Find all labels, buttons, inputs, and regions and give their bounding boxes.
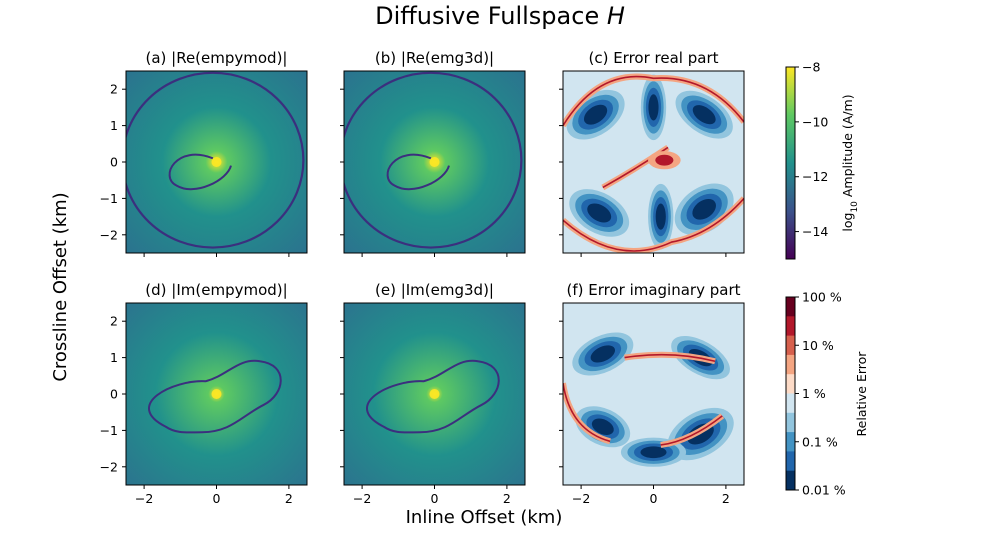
- error-blob-core: [655, 154, 674, 166]
- panel-grid: (a) |Re(empymod)| −2 −1 0 1 2 (b) |Re(emg3d)| (…: [100, 49, 745, 506]
- colorbar-tick-label: −14: [802, 224, 828, 239]
- outer-null-curve: [344, 71, 523, 249]
- colorbar-level: [786, 335, 795, 356]
- error-contour: [587, 203, 612, 223]
- colorbars: −8 −10 −12 −14 log10 Amplitude (A/m) 100 % 10 …: [785, 60, 869, 498]
- heatmap-image: [344, 71, 525, 253]
- x-tick-label: −2: [353, 491, 371, 506]
- y-tick-label: 2: [110, 314, 118, 329]
- panel-f: (f) Error imaginary part −2 0 2: [559, 281, 745, 506]
- error-ridge-core: [563, 382, 611, 443]
- y-tick-label: −2: [100, 459, 118, 474]
- panel-b: (b) |Re(emg3d)|: [340, 49, 526, 257]
- x-tick-label: −2: [572, 491, 590, 506]
- heatmap-image: [126, 303, 307, 485]
- error-ridge-core: [660, 415, 723, 446]
- null-curve: [366, 359, 500, 434]
- panel-title: (b) |Re(emg3d)|: [375, 49, 494, 67]
- colorbar-level: [786, 393, 795, 414]
- heatmap-image: [563, 303, 744, 485]
- source-peak: [211, 389, 222, 399]
- amplitude-colorbar: −8 −10 −12 −14 log10 Amplitude (A/m): [785, 60, 860, 260]
- colorbar-level: [786, 297, 795, 317]
- colorbar-tick-label: 10 %: [802, 338, 834, 353]
- error-contour: [655, 203, 666, 230]
- error-ridge-core: [563, 75, 744, 127]
- y-tick-label: −1: [100, 191, 118, 206]
- panel-e: (e) |Im(emg3d)| −2 0 2: [340, 281, 526, 506]
- heatmap-image: [563, 71, 744, 253]
- panel-title: (f) Error imaginary part: [566, 281, 740, 299]
- source-peak: [429, 157, 440, 167]
- x-axis-label: Inline Offset (km): [406, 507, 563, 528]
- x-tick-label: −2: [135, 491, 153, 506]
- y-axis-label: Crossline Offset (km): [50, 192, 71, 381]
- inner-null-curve: [168, 153, 232, 191]
- error-contour: [640, 446, 667, 459]
- error-contour: [591, 418, 614, 435]
- colorbar-level: [786, 451, 795, 472]
- panel-c: (c) Error real part: [559, 49, 745, 257]
- figure-title: Diffusive Fullspace H: [375, 2, 625, 30]
- error-ridge-core: [563, 197, 744, 252]
- heatmap-image: [126, 71, 307, 253]
- heatmap-image: [344, 303, 525, 485]
- source-peak: [211, 157, 222, 167]
- colorbar-level: [786, 354, 795, 375]
- x-tick-label: 0: [431, 491, 439, 506]
- error-contour: [590, 345, 616, 363]
- y-tick-label: −2: [100, 227, 118, 242]
- y-tick-label: 1: [110, 118, 118, 133]
- x-tick-label: 2: [285, 491, 293, 506]
- colorbar-label: log10 Amplitude (A/m): [840, 94, 860, 231]
- colorbar-tick-label: 0.1 %: [802, 434, 838, 449]
- panel-title: (d) |Im(empymod)|: [145, 281, 287, 299]
- error-contour: [692, 198, 716, 220]
- y-tick-label: 2: [110, 82, 118, 97]
- y-tick-label: 0: [110, 155, 118, 170]
- source-peak: [429, 389, 440, 399]
- y-tick-label: 0: [110, 387, 118, 402]
- colorbar-level: [786, 412, 795, 433]
- colorbar-level: [786, 432, 795, 452]
- colorbar-tick-label: −8: [802, 60, 820, 75]
- panel-a: (a) |Re(empymod)| −2 −1 0 1 2: [100, 49, 308, 257]
- panel-title: (c) Error real part: [588, 49, 718, 67]
- colorbar-label: Relative Error: [854, 351, 869, 437]
- x-tick-label: 2: [722, 491, 730, 506]
- error-contour: [692, 105, 716, 125]
- x-tick-label: 0: [213, 491, 221, 506]
- panel-title: (a) |Re(empymod)|: [145, 49, 287, 67]
- panel-title: (e) |Im(emg3d)|: [375, 281, 494, 299]
- colorbar-tick-label: −10: [802, 114, 828, 129]
- inner-null-curve: [386, 153, 450, 191]
- error-contour: [648, 94, 659, 121]
- panel-d: (d) |Im(empymod)| −2 0 2 −2 −1 0 1 2: [100, 281, 308, 506]
- error-ridge-core: [624, 353, 716, 363]
- y-tick-label: −1: [100, 423, 118, 438]
- error-contour: [583, 104, 608, 125]
- x-tick-label: 2: [503, 491, 511, 506]
- outer-null-curve: [126, 71, 305, 249]
- error-colorbar: 100 % 10 % 1 % 0.1 % 0.01 % Relative Error: [785, 290, 869, 498]
- colorbar-level: [786, 470, 795, 491]
- x-tick-label: 0: [650, 491, 658, 506]
- y-tick-label: 1: [110, 350, 118, 365]
- colorbar-tick-label: 1 %: [802, 386, 826, 401]
- colorbar-tick-label: 100 %: [802, 290, 842, 305]
- colorbar-gradient: [785, 66, 796, 260]
- colorbar-level: [786, 316, 795, 337]
- colorbar-tick-label: 0.01 %: [802, 483, 846, 498]
- colorbar-tick-label: −12: [802, 169, 828, 184]
- null-curve: [148, 359, 282, 434]
- colorbar-level: [786, 374, 795, 394]
